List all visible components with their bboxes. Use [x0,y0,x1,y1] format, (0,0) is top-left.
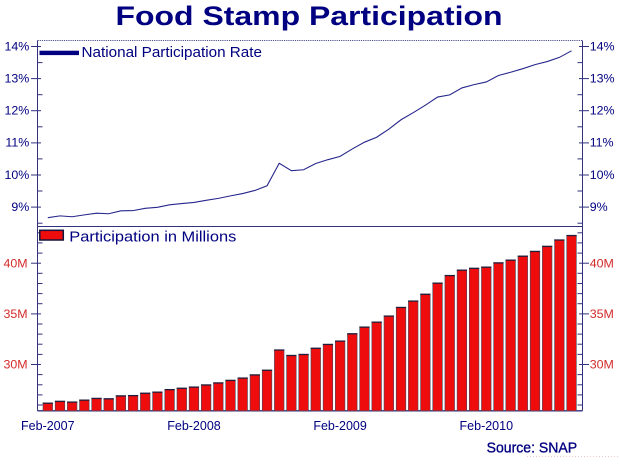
svg-text:National Participation Rate: National Participation Rate [82,45,263,61]
svg-text:10%: 10% [4,168,29,182]
svg-text:11%: 11% [5,136,29,150]
svg-text:35M: 35M [590,307,614,321]
svg-text:12%: 12% [4,104,29,118]
svg-text:40M: 40M [590,256,614,270]
svg-text:Feb-2009: Feb-2009 [313,419,367,433]
svg-text:30M: 30M [3,358,27,372]
svg-text:14%: 14% [4,39,29,53]
svg-text:Participation in Millions: Participation in Millions [69,230,236,246]
svg-text:Feb-2007: Feb-2007 [21,419,75,433]
svg-text:9%: 9% [11,200,29,214]
svg-text:30M: 30M [590,358,614,372]
svg-text:12%: 12% [590,104,615,118]
svg-text:35M: 35M [3,307,27,321]
svg-text:Feb-2008: Feb-2008 [167,419,221,433]
svg-text:10%: 10% [590,168,615,182]
svg-text:14%: 14% [590,39,615,53]
svg-text:9%: 9% [590,200,608,214]
svg-text:Food Stamp Participation: Food Stamp Participation [116,1,503,31]
svg-text:40M: 40M [3,256,27,270]
svg-text:13%: 13% [4,71,29,85]
svg-text:11%: 11% [590,136,614,150]
svg-text:13%: 13% [590,71,615,85]
svg-text:Source: SNAP: Source: SNAP [487,440,577,457]
svg-text:Feb-2010: Feb-2010 [460,419,514,433]
